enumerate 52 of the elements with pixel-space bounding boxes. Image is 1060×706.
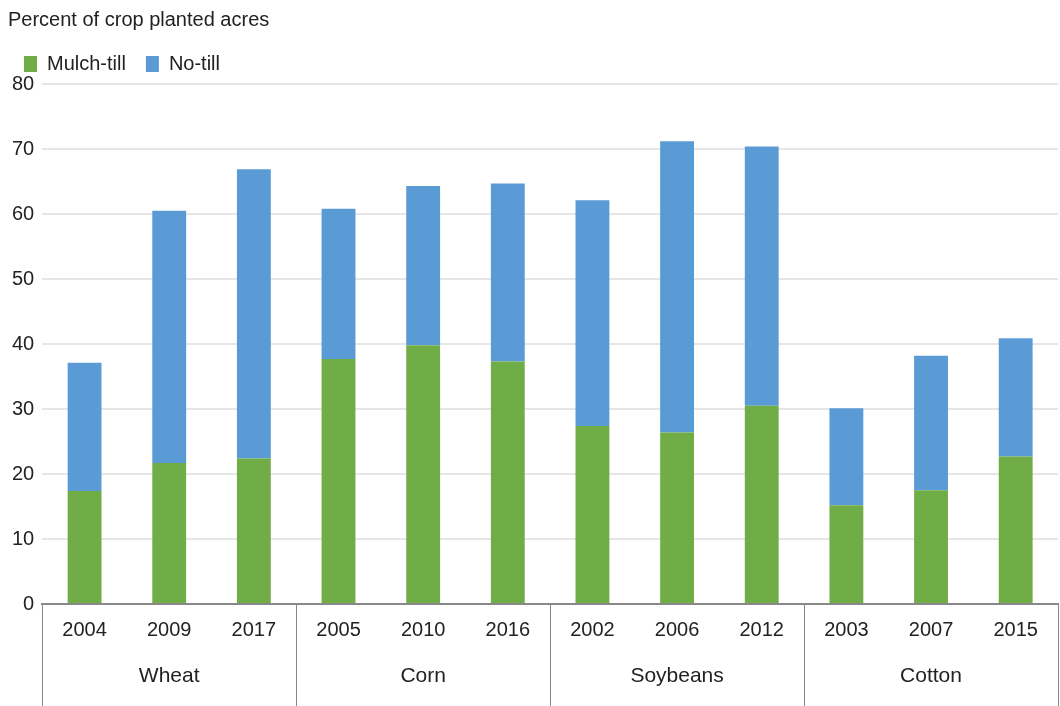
bar <box>575 425 610 603</box>
bar <box>660 432 695 603</box>
bar <box>829 505 864 603</box>
y-tick-label: 10 <box>12 526 35 549</box>
y-tick-label: 70 <box>12 136 35 159</box>
x-tick-label: 2003 <box>824 617 869 640</box>
y-tick-label: 50 <box>12 266 35 289</box>
bar <box>660 141 695 433</box>
y-tick-label: 60 <box>12 201 35 224</box>
bar <box>321 208 356 359</box>
x-tick-label: 2002 <box>570 617 615 640</box>
bar <box>152 210 187 463</box>
bar <box>67 490 102 603</box>
legend-label: Mulch-till <box>47 51 126 74</box>
x-tick-label: 2007 <box>908 617 954 640</box>
x-tick-label: 2015 <box>993 617 1038 640</box>
y-axis-title: Percent of crop planted acres <box>8 7 270 30</box>
bar <box>236 458 271 603</box>
bar <box>152 462 187 603</box>
bar <box>914 355 948 491</box>
y-tick-label: 30 <box>12 396 35 419</box>
bar <box>829 408 864 506</box>
text: Cotton <box>900 662 962 686</box>
x-tick-label: 2006 <box>654 617 700 640</box>
x-tick-label: 2005 <box>316 617 361 640</box>
text: Corn <box>400 662 446 686</box>
x-tick-label: 2012 <box>739 617 784 640</box>
bar <box>744 405 779 603</box>
x-tick-label: 2009 <box>146 617 192 640</box>
bar <box>406 345 441 603</box>
bar <box>67 362 102 491</box>
text: Soybeans <box>630 662 724 686</box>
bar <box>490 361 525 603</box>
y-tick-label: 40 <box>12 331 35 354</box>
bar <box>998 456 1033 603</box>
legend-label: No-till <box>168 51 221 74</box>
x-tick-label: 2004 <box>62 617 107 640</box>
bar <box>236 169 271 459</box>
y-tick-label: 20 <box>12 461 35 484</box>
bar <box>406 186 441 346</box>
x-tick-label: 2010 <box>400 617 446 640</box>
bar <box>321 358 356 603</box>
bar <box>914 490 948 603</box>
x-tick-label: 2017 <box>231 617 277 640</box>
bar <box>998 338 1033 457</box>
bar <box>490 183 525 362</box>
y-tick-label: 80 <box>12 71 35 94</box>
bar <box>575 200 610 426</box>
text: Wheat <box>138 662 200 686</box>
x-tick-label: 2016 <box>485 617 531 640</box>
bar <box>744 146 779 406</box>
y-tick-label: 0 <box>23 591 35 614</box>
